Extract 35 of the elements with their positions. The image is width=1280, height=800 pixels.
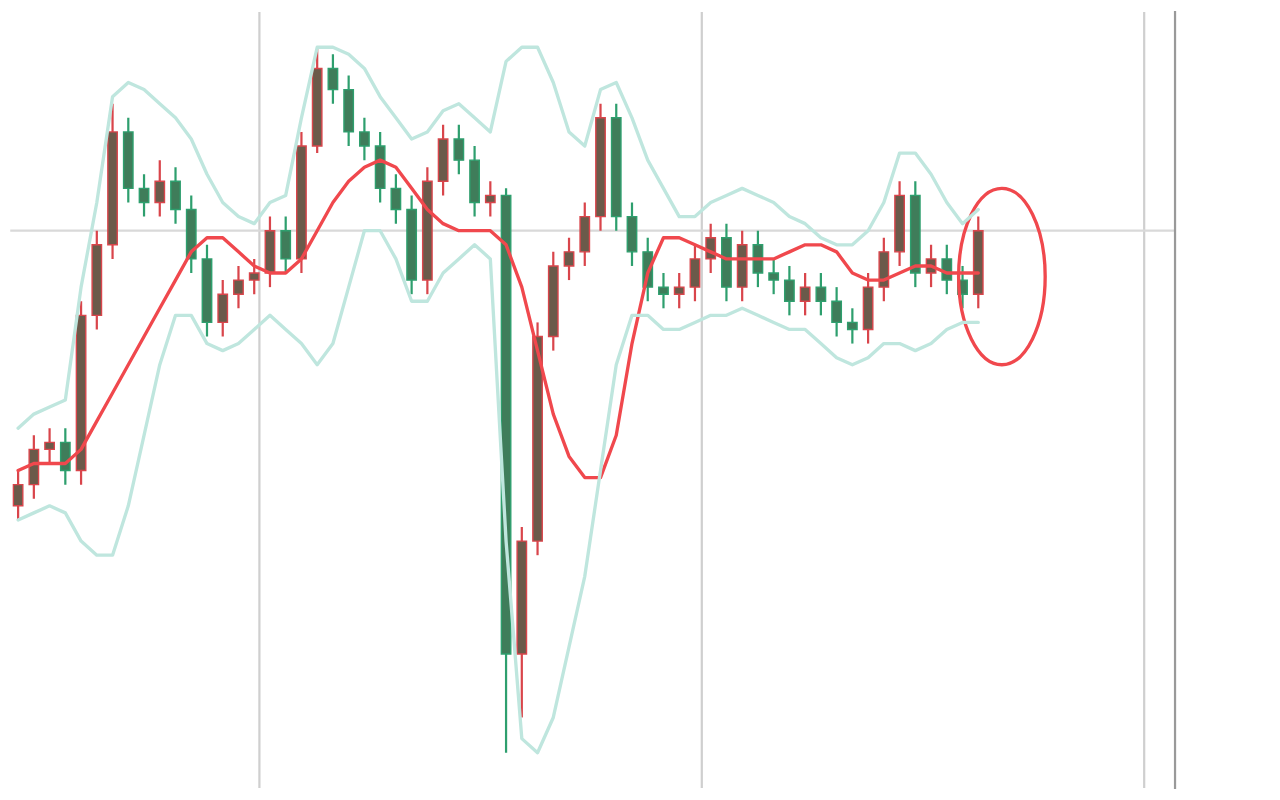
candlestick bbox=[579, 201, 591, 268]
candlestick bbox=[752, 229, 764, 289]
candlestick bbox=[768, 257, 780, 296]
candlestick bbox=[878, 236, 890, 303]
candlestick bbox=[233, 264, 244, 310]
candlestick bbox=[563, 236, 575, 282]
candlestick bbox=[374, 130, 386, 204]
candlestick bbox=[280, 215, 292, 275]
candlestick bbox=[248, 257, 260, 296]
candlestick bbox=[170, 166, 181, 225]
candlestick bbox=[626, 201, 638, 268]
candlestick bbox=[437, 123, 449, 197]
candlestick bbox=[736, 229, 748, 303]
candlestick bbox=[815, 271, 827, 317]
candlestick bbox=[28, 434, 40, 500]
candlestick bbox=[327, 53, 339, 105]
candlestick bbox=[358, 116, 370, 162]
candlestick bbox=[799, 271, 811, 317]
candlestick bbox=[689, 243, 701, 303]
candlestick bbox=[846, 307, 858, 345]
candlestick bbox=[783, 264, 795, 317]
candlestick bbox=[217, 278, 229, 338]
candlestick bbox=[673, 271, 685, 310]
candlestick bbox=[154, 159, 166, 218]
candlestick bbox=[469, 144, 481, 218]
candlestick bbox=[390, 173, 402, 225]
candlestick bbox=[138, 173, 150, 218]
candlestick bbox=[484, 180, 496, 218]
candlestick bbox=[453, 123, 465, 176]
candlestick bbox=[658, 271, 669, 310]
candlestick bbox=[343, 74, 355, 148]
candlestick bbox=[12, 469, 24, 522]
candlestick bbox=[44, 427, 56, 465]
candlestick bbox=[831, 286, 843, 338]
candlestick bbox=[862, 271, 874, 345]
